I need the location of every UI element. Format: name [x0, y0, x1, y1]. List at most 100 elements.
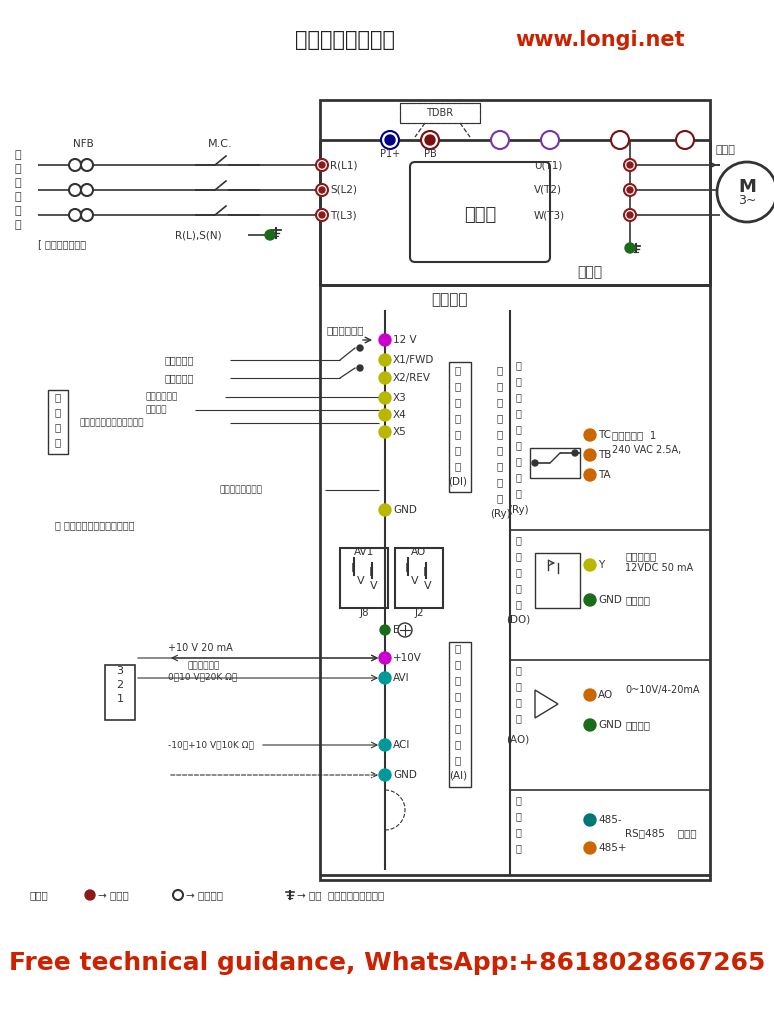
Bar — [400, 103, 480, 123]
Text: 240 VAC 2.5A,: 240 VAC 2.5A, — [612, 445, 681, 455]
Text: 正转／停止: 正转／停止 — [165, 355, 194, 365]
Bar — [105, 665, 135, 720]
Text: 共同端子: 共同端子 — [625, 720, 650, 730]
Circle shape — [625, 243, 635, 253]
Text: → 主迴路: → 主迴路 — [98, 890, 128, 900]
Text: (AI): (AI) — [449, 771, 467, 781]
Circle shape — [379, 739, 391, 751]
Text: 端: 端 — [455, 739, 461, 749]
Text: 端: 端 — [515, 697, 521, 707]
Text: 控制输入信号: 控制输入信号 — [327, 325, 364, 335]
Text: www.longi.net: www.longi.net — [515, 30, 685, 50]
Text: AO: AO — [411, 547, 426, 557]
Text: 离: 离 — [497, 381, 503, 391]
Bar — [320, 100, 710, 285]
Text: J2: J2 — [414, 608, 424, 618]
Text: I: I — [351, 561, 354, 574]
Circle shape — [379, 672, 391, 684]
Text: ／: ／ — [455, 723, 461, 733]
Text: 0~10V/4-20mA: 0~10V/4-20mA — [625, 685, 700, 695]
Text: 讯: 讯 — [515, 811, 521, 821]
Circle shape — [381, 131, 399, 150]
Text: AO: AO — [598, 690, 613, 700]
Text: 子: 子 — [515, 488, 521, 498]
Text: 三: 三 — [15, 150, 22, 160]
Bar — [449, 642, 471, 787]
Circle shape — [572, 450, 578, 456]
Text: 485-: 485- — [598, 815, 622, 825]
Text: 变频器的基本配线: 变频器的基本配线 — [295, 30, 395, 50]
Text: 继电器输出  1: 继电器输出 1 — [612, 430, 656, 440]
Text: 12 V: 12 V — [393, 335, 416, 345]
Circle shape — [69, 159, 81, 171]
Text: (Ry): (Ry) — [508, 505, 529, 515]
Text: 分: 分 — [497, 365, 503, 375]
Text: 485+: 485+ — [598, 843, 626, 853]
Circle shape — [379, 372, 391, 384]
Text: M: M — [738, 178, 756, 196]
Bar — [449, 362, 471, 492]
Text: J8: J8 — [359, 608, 369, 618]
Circle shape — [627, 187, 633, 193]
Text: 离: 离 — [515, 551, 521, 561]
Text: 端: 端 — [515, 827, 521, 837]
Circle shape — [380, 625, 390, 635]
Text: -10～+10 V（10K Ω）: -10～+10 V（10K Ω） — [168, 740, 254, 750]
Circle shape — [69, 209, 81, 221]
Circle shape — [624, 159, 636, 171]
Text: 2: 2 — [116, 680, 124, 690]
Text: [ 若为单相电源时: [ 若为单相电源时 — [38, 239, 86, 249]
Circle shape — [173, 890, 183, 900]
Text: R(L1): R(L1) — [330, 160, 358, 170]
Circle shape — [357, 365, 363, 371]
Text: 断: 断 — [497, 445, 503, 455]
Text: 功: 功 — [455, 381, 461, 391]
Text: 正转点动控制: 正转点动控制 — [145, 392, 177, 401]
Text: 能: 能 — [455, 675, 461, 685]
Text: 出: 出 — [55, 392, 61, 402]
Text: 置: 置 — [55, 437, 61, 447]
Text: 能: 能 — [455, 397, 461, 407]
Text: E: E — [393, 625, 399, 635]
Text: 子: 子 — [497, 493, 503, 503]
Text: X1/FWD: X1/FWD — [393, 355, 434, 365]
Circle shape — [624, 209, 636, 221]
Text: ACI: ACI — [393, 740, 410, 750]
Text: 电动机: 电动机 — [715, 145, 735, 155]
Circle shape — [379, 334, 391, 346]
Circle shape — [379, 392, 391, 404]
Text: 路: 路 — [497, 461, 503, 471]
Bar — [395, 548, 443, 608]
Circle shape — [425, 135, 435, 145]
Text: +10V: +10V — [393, 653, 422, 663]
Text: 控制回路: 控制回路 — [432, 293, 468, 307]
Text: 入: 入 — [455, 707, 461, 717]
Circle shape — [491, 131, 509, 150]
Text: 端: 端 — [515, 472, 521, 482]
Text: ＊ 以上端子不可直接加入电压: ＊ 以上端子不可直接加入电压 — [55, 520, 135, 530]
Text: 器: 器 — [515, 392, 521, 402]
Text: 12VDC 50 mA: 12VDC 50 mA — [625, 563, 694, 573]
Text: TB: TB — [598, 450, 611, 460]
Circle shape — [379, 426, 391, 438]
Text: W(T3): W(T3) — [534, 210, 565, 220]
Text: 器: 器 — [497, 397, 503, 407]
Circle shape — [584, 719, 596, 731]
Text: 子: 子 — [515, 599, 521, 609]
Circle shape — [584, 814, 596, 826]
Text: 数字输入共同端子: 数字输入共同端子 — [220, 485, 263, 495]
Circle shape — [357, 345, 363, 351]
Text: 口: 口 — [515, 843, 521, 853]
Bar — [320, 285, 710, 880]
Text: 器: 器 — [515, 567, 521, 577]
Circle shape — [584, 429, 596, 441]
Text: 入: 入 — [455, 429, 461, 439]
Text: 3~: 3~ — [738, 194, 756, 207]
Text: 电: 电 — [15, 178, 22, 188]
Circle shape — [379, 504, 391, 516]
Circle shape — [316, 209, 328, 221]
Circle shape — [81, 184, 93, 196]
Text: NFB: NFB — [73, 139, 94, 150]
Bar — [340, 548, 388, 608]
Circle shape — [265, 230, 275, 240]
